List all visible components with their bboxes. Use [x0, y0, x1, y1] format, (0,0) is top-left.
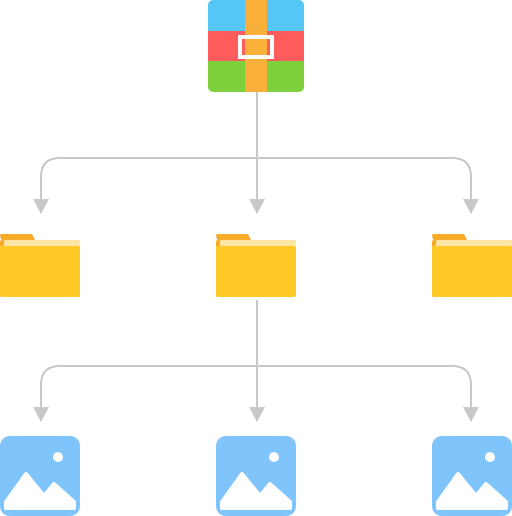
- arrowheads-level-1: [33, 199, 479, 214]
- arrowhead-image-right: [463, 407, 479, 422]
- image-sun: [53, 452, 63, 462]
- image-sun: [269, 452, 279, 462]
- arrowhead-folder-right: [463, 199, 479, 214]
- connector-archive-to-folder-right: [257, 157, 472, 205]
- image-mountains: [4, 472, 76, 510]
- image-sun: [485, 452, 495, 462]
- arrowhead-image-left: [33, 407, 49, 422]
- folder-icon[interactable]: [0, 234, 80, 297]
- archive-icon[interactable]: [208, 0, 304, 92]
- arrowhead-folder-center: [249, 199, 265, 214]
- connector-folder-to-image-left: [40, 365, 257, 413]
- connector-archive-to-folder-left: [40, 157, 257, 205]
- folder-icon[interactable]: [432, 234, 512, 297]
- folder-front: [432, 246, 512, 297]
- image-mountains: [220, 472, 292, 510]
- folder-front: [216, 246, 296, 297]
- connector-folder-to-image-right: [257, 365, 472, 413]
- folder-icon[interactable]: [216, 234, 296, 297]
- image-icon[interactable]: [0, 436, 80, 516]
- connectors-level-2: [40, 300, 472, 413]
- arrowhead-image-center: [249, 407, 265, 422]
- folder-front: [0, 246, 80, 297]
- arrowheads-level-2: [33, 407, 479, 422]
- image-icon[interactable]: [432, 436, 512, 516]
- image-mountains: [436, 472, 508, 510]
- archive-buckle: [238, 35, 274, 59]
- image-icon[interactable]: [216, 436, 296, 516]
- connectors-level-1: [40, 92, 472, 205]
- arrowhead-folder-left: [33, 199, 49, 214]
- archive-strap: [245, 0, 267, 92]
